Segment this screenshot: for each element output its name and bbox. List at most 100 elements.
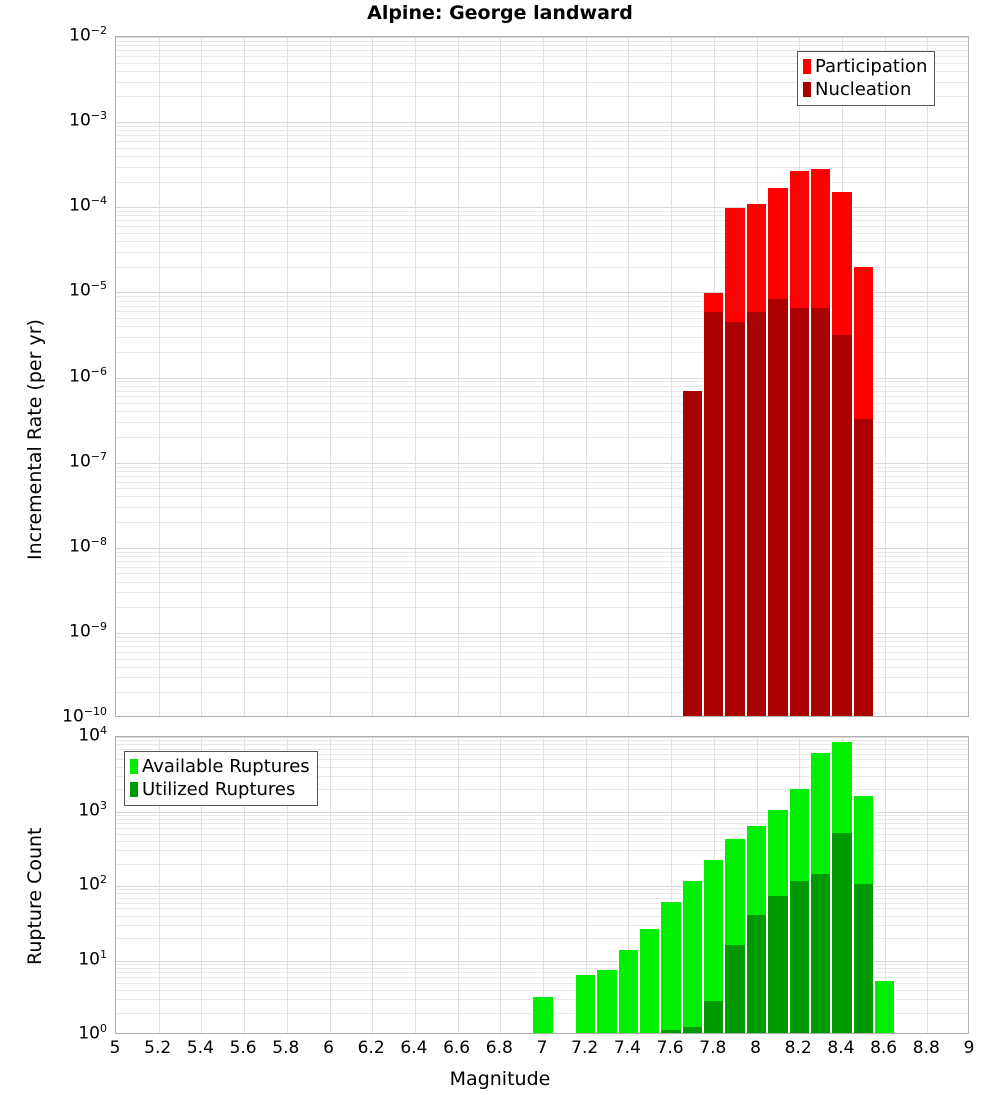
gridline-minor (116, 507, 968, 508)
legend-item-nucleation[interactable]: Nucleation (803, 78, 927, 101)
gridline-minor (116, 296, 968, 297)
gridline-vertical (415, 37, 416, 716)
gridline-minor (116, 561, 968, 562)
bar-utilized-ruptures (681, 1027, 704, 1033)
x-axis-tick-label: 5.4 (186, 1038, 214, 1058)
bottom-plot-y-axis-label: Rupture Count (24, 827, 46, 966)
gridline-vertical (500, 37, 501, 716)
gridline-vertical (543, 37, 544, 716)
y-axis-tick-label: 10−3 (69, 109, 107, 131)
gridline-minor (116, 326, 968, 327)
gridline-minor (116, 573, 968, 574)
gridline-vertical (500, 737, 501, 1033)
gridline-minor (116, 241, 968, 242)
bar-nucleation (724, 321, 746, 716)
gridline-minor (116, 637, 968, 638)
gridline-minor (116, 182, 968, 183)
x-axis-tick-label: 7 (536, 1038, 548, 1058)
gridline-minor (116, 476, 968, 477)
x-axis-tick-label: 7.2 (571, 1038, 599, 1058)
bar-available-ruptures (596, 970, 618, 1033)
gridline-minor (116, 411, 968, 412)
gridline-major (116, 737, 968, 738)
gridline-minor (116, 488, 968, 489)
bar-available-ruptures (639, 928, 661, 1033)
legend-label-nucleation: Nucleation (815, 78, 912, 100)
x-axis-tick-label: 8.2 (784, 1038, 812, 1058)
gridline-vertical (543, 737, 544, 1033)
bar-available-ruptures (660, 902, 682, 1033)
gridline-minor (116, 386, 968, 387)
x-axis-tick-label: 7.4 (613, 1038, 641, 1058)
gridline-minor (116, 789, 968, 790)
gridline-major (116, 122, 968, 123)
bottom-plot-bars (116, 737, 968, 1033)
x-axis-label: Magnitude (449, 1068, 551, 1090)
top-plot-gridlines (116, 37, 968, 716)
bar-available-ruptures (703, 860, 725, 1033)
bar-utilized-ruptures (852, 884, 874, 1033)
gridline-minor (116, 903, 968, 904)
x-axis-tick-label: 8.4 (827, 1038, 855, 1058)
bar-available-ruptures (617, 950, 640, 1033)
gridline-minor (116, 301, 968, 302)
gridline-minor (116, 977, 968, 978)
bottom-plot-area (115, 736, 969, 1034)
gridline-vertical (885, 737, 886, 1033)
gridline-minor (116, 226, 968, 227)
gridline-minor (116, 56, 968, 57)
gridline-vertical (628, 737, 629, 1033)
gridline-minor (116, 130, 968, 131)
gridline-vertical (885, 37, 886, 716)
legend-swatch-nucleation (803, 82, 811, 97)
gridline-vertical (201, 737, 202, 1033)
gridline-minor (116, 815, 968, 816)
x-axis-tick-label: 6.8 (485, 1038, 513, 1058)
x-axis-tick-label: 5.8 (272, 1038, 300, 1058)
gridline-minor (116, 968, 968, 969)
gridline-minor (116, 471, 968, 472)
gridline-minor (116, 437, 968, 438)
gridline-minor (116, 496, 968, 497)
legend-item-utilized-ruptures[interactable]: Utilized Ruptures (130, 778, 310, 801)
gridline-major (116, 37, 968, 38)
gridline-minor (116, 233, 968, 234)
gridline-minor (116, 582, 968, 583)
y-axis-tick-label: 101 (78, 947, 107, 970)
gridline-minor (116, 641, 968, 642)
gridline-vertical (287, 737, 288, 1033)
x-axis-tick-label: 6.2 (357, 1038, 385, 1058)
gridline-minor (116, 908, 968, 909)
legend-label-participation: Participation (815, 55, 928, 77)
gridline-vertical (671, 37, 672, 716)
bar-utilized-ruptures (809, 874, 832, 1033)
y-axis-tick-label: 100 (78, 1022, 107, 1044)
y-axis-tick-label: 10−5 (69, 279, 107, 302)
legend-item-participation[interactable]: Participation (803, 55, 927, 78)
gridline-minor (116, 167, 968, 168)
gridline-minor (116, 850, 968, 851)
gridline-minor (116, 841, 968, 842)
gridline-minor (116, 422, 968, 423)
legend-item-available-ruptures[interactable]: Available Ruptures (130, 755, 310, 778)
x-axis-tick-label: 8.8 (912, 1038, 940, 1058)
gridline-minor (116, 403, 968, 404)
page-title: Alpine: George landward (367, 2, 633, 24)
bar-utilized-ruptures (660, 1029, 682, 1033)
gridline-vertical (458, 37, 459, 716)
gridline-minor (116, 692, 968, 693)
bar-utilized-ruptures (767, 896, 789, 1033)
gridline-major (116, 378, 968, 379)
gridline-minor (116, 148, 968, 149)
gridline-minor (116, 990, 968, 991)
gridline-minor (116, 828, 968, 829)
gridline-vertical (330, 737, 331, 1033)
gridline-minor (116, 267, 968, 268)
x-axis-tick-label: 7.8 (699, 1038, 727, 1058)
gridline-vertical (159, 37, 160, 716)
gridline-minor (116, 306, 968, 307)
gridline-major (116, 961, 968, 962)
legend-label-utilized-ruptures: Utilized Ruptures (142, 778, 296, 800)
bar-nucleation (831, 334, 853, 716)
